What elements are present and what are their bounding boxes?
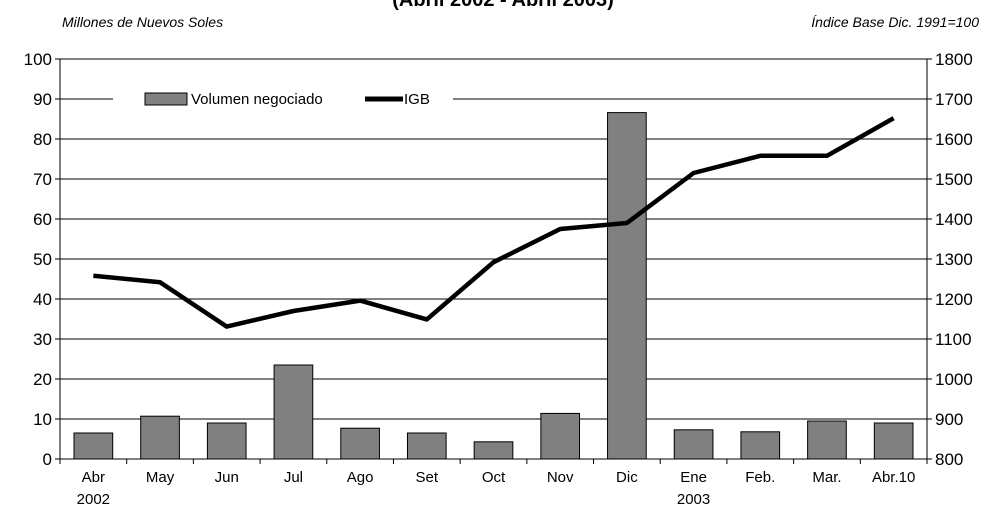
x-tick-label: Jun [215,469,239,486]
bar [206,422,247,460]
x-tick-label: Feb. [745,469,775,486]
x-year-label: 2002 [77,491,110,508]
x-tick-label: Set [416,469,439,486]
right-tick-label: 1300 [935,250,973,269]
bar [673,429,714,460]
left-tick-label: 70 [33,170,52,189]
x-tick-label: Abr.10 [872,469,915,486]
x-tick-label: Mar. [812,469,841,486]
x-tick-label: Nov [547,469,574,486]
bar [807,420,847,460]
bar [73,432,114,460]
left-tick-label: 10 [33,410,52,429]
bar [406,432,447,460]
right-tick-label: 1700 [935,90,973,109]
right-tick-label: 1800 [935,50,973,69]
right-tick-label: 1200 [935,290,973,309]
right-tick-label: 1600 [935,130,973,149]
right-tick-label: 1400 [935,210,973,229]
left-tick-label: 30 [33,330,52,349]
x-tick-label: Dic [616,469,638,486]
legend-label-igb: IGB [404,91,430,108]
right-axis-label: Índice Base Dic. 1991=100 [811,14,979,30]
right-tick-label: 900 [935,410,963,429]
x-tick-label: May [146,469,175,486]
line-series [93,116,895,329]
chart-title: (Abril 2002 - Abril 2003) [392,0,614,11]
bar [273,364,314,460]
bar [340,427,380,460]
bar [140,415,180,460]
right-axis-ticks: 800 900 1000 1100 1200 1300 1400 1500 1600 1700 18… [927,50,973,469]
bar [740,431,781,460]
right-tick-label: 1500 [935,170,973,189]
legend-swatch-volumen [144,92,188,106]
left-tick-label: 90 [33,90,52,109]
legend-label-volumen: Volumen negociado [191,91,323,108]
x-tick-label: Oct [482,469,506,486]
bar [873,422,914,460]
x-tick-label: Ago [347,469,374,486]
igb-line [93,116,895,329]
legend: Volumen negociado IGB [113,89,453,109]
x-axis-ticks: Abr May Jun Jul Ago Set Oct Nov Dic Ene Feb. Mar. Ab… [59,459,928,508]
left-tick-label: 0 [43,450,52,469]
x-year-label: 2003 [677,491,710,508]
gridlines [60,98,927,420]
x-tick-label: Abr [82,469,105,486]
bar [607,112,647,460]
left-axis-ticks: 0 10 20 30 40 50 60 70 80 90 100 [24,50,60,469]
left-tick-label: 20 [33,370,52,389]
right-tick-label: 1100 [935,330,972,349]
right-tick-label: 800 [935,450,963,469]
x-tick-label: Jul [284,469,303,486]
bar-series [73,112,914,460]
x-tick-label: Ene [680,469,707,486]
left-tick-label: 80 [33,130,52,149]
left-tick-label: 40 [33,290,52,309]
bar [540,412,581,460]
left-tick-label: 60 [33,210,52,229]
right-tick-label: 1000 [935,370,973,389]
left-axis-label: Millones de Nuevos Soles [62,14,223,30]
legend-background [113,89,453,109]
left-tick-label: 100 [24,50,52,69]
left-tick-label: 50 [33,250,52,269]
bar [473,441,514,460]
